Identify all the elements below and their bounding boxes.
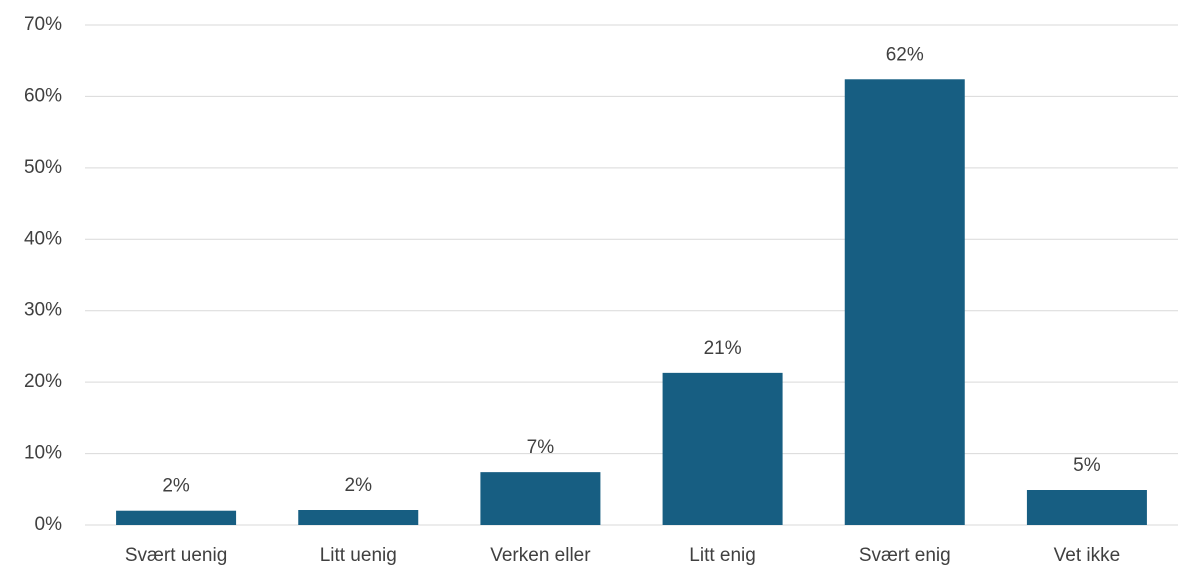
- data-label: 7%: [527, 437, 555, 458]
- x-tick-label: Svært enig: [859, 545, 951, 566]
- y-tick-label: 20%: [24, 371, 62, 392]
- bar: [844, 79, 965, 526]
- x-tick-label: Svært uenig: [125, 545, 227, 566]
- data-label: 21%: [704, 338, 742, 359]
- y-tick-label: 50%: [24, 157, 62, 178]
- y-tick-label: 40%: [24, 228, 62, 249]
- x-tick-label: Litt uenig: [320, 545, 397, 566]
- data-label: 2%: [345, 475, 373, 496]
- bar: [116, 510, 237, 525]
- y-tick-label: 60%: [24, 85, 62, 106]
- bar: [662, 372, 783, 525]
- data-label: 5%: [1073, 455, 1101, 476]
- x-tick-label: Verken eller: [490, 545, 591, 566]
- y-tick-label: 10%: [24, 443, 62, 464]
- bar: [298, 510, 419, 525]
- bar: [480, 472, 601, 525]
- data-label: 2%: [162, 476, 190, 497]
- y-tick-label: 30%: [24, 300, 62, 321]
- data-label: 62%: [886, 44, 924, 65]
- x-tick-label: Litt enig: [689, 545, 756, 566]
- bar: [1026, 490, 1147, 525]
- y-tick-label: 0%: [35, 514, 63, 535]
- x-tick-label: Vet ikke: [1054, 545, 1121, 566]
- y-tick-label: 70%: [24, 14, 62, 35]
